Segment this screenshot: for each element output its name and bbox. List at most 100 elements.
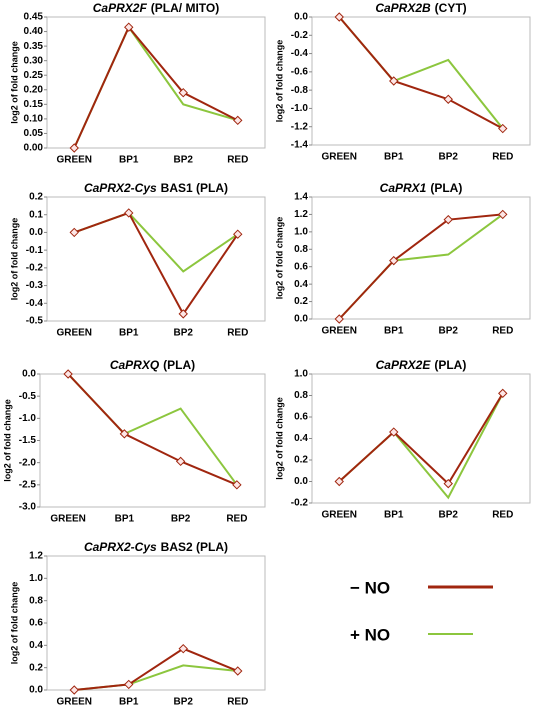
y-tick-label: -3.0 <box>19 502 37 513</box>
y-tick-label: 0.45 <box>24 12 44 23</box>
y-tick-label: 0.35 <box>24 41 44 52</box>
plot-area <box>311 196 531 320</box>
marker <box>124 208 134 218</box>
x-tick-label: GREEN <box>50 514 86 525</box>
x-tick-label: BP2 <box>174 697 194 708</box>
chart: CaPRX2-Cys BAS2 (PLA) log2 of fold change 1… <box>9 540 266 708</box>
series-line <box>74 664 238 691</box>
series-line <box>73 25 239 149</box>
title-location: (PLA) <box>430 181 462 195</box>
x-tick-label: BP1 <box>119 697 139 708</box>
y-tick-label: -0.4 <box>26 298 44 309</box>
y-tick-label: 0.4 <box>294 279 308 290</box>
y-axis-label: log2 of fold change <box>274 397 284 480</box>
x-tick-label: GREEN <box>321 510 357 521</box>
x-tick-label: RED <box>227 328 248 339</box>
y-axis-label: log2 of fold change <box>2 399 12 482</box>
plot-area <box>311 16 531 146</box>
x-tick-label: BP1 <box>119 155 139 166</box>
y-tick-label: 0.0 <box>29 685 43 696</box>
series-line <box>338 16 504 130</box>
y-tick-label: -0.6 <box>291 66 309 77</box>
title-gene: CaPRXQ <box>110 358 160 372</box>
x-tick-label: BP2 <box>439 510 459 521</box>
y-tick-label: 0.0 <box>294 476 308 487</box>
chart-title: CaPRXQ (PLA) <box>110 358 195 372</box>
legend-label: − NO <box>350 578 390 597</box>
chart-title: CaPRX2F (PLA/ MITO) <box>93 1 219 15</box>
series-line <box>73 211 239 316</box>
chart: CaPRX1 (PLA) log2 of fold change 1.4 1.2 1.0 0… <box>274 181 531 337</box>
marker <box>389 76 399 86</box>
marker <box>443 214 453 225</box>
marker <box>334 476 344 487</box>
marker <box>389 427 399 437</box>
y-tick-label: -0.2 <box>291 498 309 509</box>
y-tick-label: 0.6 <box>29 618 43 629</box>
y-tick-label: -0.2 <box>26 262 44 273</box>
y-tick-label: 0.1 <box>29 209 43 220</box>
marker <box>389 255 399 266</box>
title-location: (PLA) <box>434 358 466 372</box>
y-tick-label: -0.1 <box>26 245 44 256</box>
legend: − NO + NO <box>350 578 493 644</box>
title-location: BAS2 (PLA) <box>161 540 228 554</box>
y-tick-label: 0.2 <box>29 662 43 673</box>
y-tick-label: -1.5 <box>19 435 37 446</box>
series-line <box>67 373 238 486</box>
title-gene: CaPRX2-Cys <box>84 181 157 195</box>
marker <box>69 143 79 153</box>
series-line <box>338 16 504 130</box>
x-tick-label: RED <box>226 514 247 525</box>
chart-title: CaPRX2B (CYT) <box>375 1 466 15</box>
x-tick-label: RED <box>492 510 513 521</box>
marker <box>233 666 243 676</box>
y-axis-label: log2 of fold change <box>274 40 284 123</box>
x-tick-label: BP1 <box>384 510 404 521</box>
y-tick-label: 0.6 <box>294 261 308 272</box>
y-tick-label: 0.4 <box>294 433 308 444</box>
title-location: (PLA) <box>163 358 195 372</box>
y-tick-label: 1.4 <box>294 192 308 203</box>
marker <box>69 685 79 695</box>
marker <box>178 643 188 654</box>
x-tick-label: RED <box>492 326 513 337</box>
marker <box>119 429 130 439</box>
y-tick-label: 0.05 <box>24 128 44 139</box>
x-tick-label: GREEN <box>56 697 92 708</box>
y-tick-label: 0.0 <box>294 314 308 325</box>
y-tick-label: -0.4 <box>291 48 309 59</box>
x-tick-label: BP1 <box>384 152 404 163</box>
chart-title: CaPRX2E (PLA) <box>376 358 467 372</box>
y-tick-label: -1.0 <box>291 103 309 114</box>
legend-label: + NO <box>350 625 390 644</box>
title-gene: CaPRX2E <box>376 358 432 372</box>
chart-title: CaPRX2-Cys BAS1 (PLA) <box>84 181 228 195</box>
y-tick-label: 1.2 <box>29 551 43 562</box>
x-tick-label: BP2 <box>174 155 194 166</box>
x-tick-label: BP2 <box>174 328 194 339</box>
title-location: (PLA/ MITO) <box>151 1 219 15</box>
title-location: (CYT) <box>435 1 467 15</box>
plot-area <box>46 196 266 322</box>
y-axis-label: log2 of fold change <box>9 582 19 665</box>
y-tick-label: 1.0 <box>294 226 308 237</box>
y-tick-label: 0.30 <box>24 55 44 66</box>
y-tick-label: 0.2 <box>29 192 43 203</box>
y-tick-label: 1.0 <box>29 573 43 584</box>
y-tick-label: 1.2 <box>294 209 308 220</box>
marker <box>69 227 79 238</box>
x-tick-label: RED <box>227 155 248 166</box>
y-tick-label: -2.0 <box>19 457 37 468</box>
y-tick-label: 0.0 <box>294 12 308 23</box>
y-tick-label: -1.2 <box>291 121 309 132</box>
y-tick-label: -0.3 <box>26 280 44 291</box>
x-tick-label: BP2 <box>439 326 459 337</box>
chart: CaPRX2F (PLA/ MITO) log2 of fold change 0.0… <box>9 1 266 166</box>
marker <box>233 229 243 239</box>
y-tick-label: 0.2 <box>294 296 308 307</box>
marker <box>498 123 508 134</box>
plot-area <box>311 373 531 504</box>
series-line <box>74 647 239 691</box>
